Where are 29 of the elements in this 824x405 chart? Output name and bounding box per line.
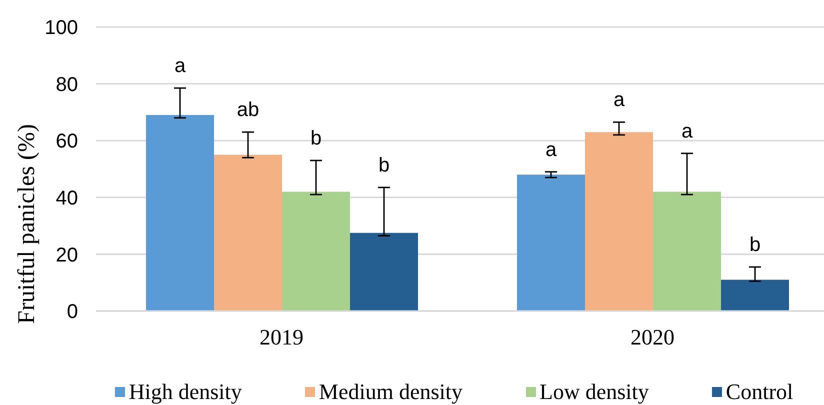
data-label: a	[174, 55, 186, 78]
data-label: b	[378, 154, 390, 176]
x-tick-label: 2019	[260, 324, 304, 350]
y-tick-label: 80	[56, 74, 78, 96]
legend-label: Low density	[540, 379, 649, 405]
data-label: a	[545, 138, 558, 161]
bar	[653, 192, 721, 311]
bar	[282, 192, 350, 311]
bar	[721, 280, 789, 311]
bar	[214, 154, 282, 311]
bar	[517, 174, 585, 311]
y-tick-label: 0	[66, 301, 78, 324]
data-label: b	[749, 234, 761, 256]
data-label: b	[310, 127, 322, 150]
x-tick-label: 2020	[630, 324, 674, 350]
bar	[585, 132, 653, 311]
data-label: a	[613, 89, 626, 112]
bar	[350, 232, 418, 311]
data-label: ab	[236, 99, 260, 122]
y-tick-label: 60	[56, 130, 78, 153]
y-tick-label: 100	[44, 17, 78, 40]
legend-label: Medium density	[318, 379, 463, 405]
y-tick-label: 40	[56, 188, 78, 210]
legend-label: Control	[726, 379, 794, 405]
data-label: a	[681, 120, 694, 142]
bar	[146, 115, 214, 311]
legend-label: High density	[128, 379, 242, 405]
y-axis-title: Fruitful panicles (%)	[14, 124, 40, 324]
y-tick-label: 20	[56, 244, 78, 266]
